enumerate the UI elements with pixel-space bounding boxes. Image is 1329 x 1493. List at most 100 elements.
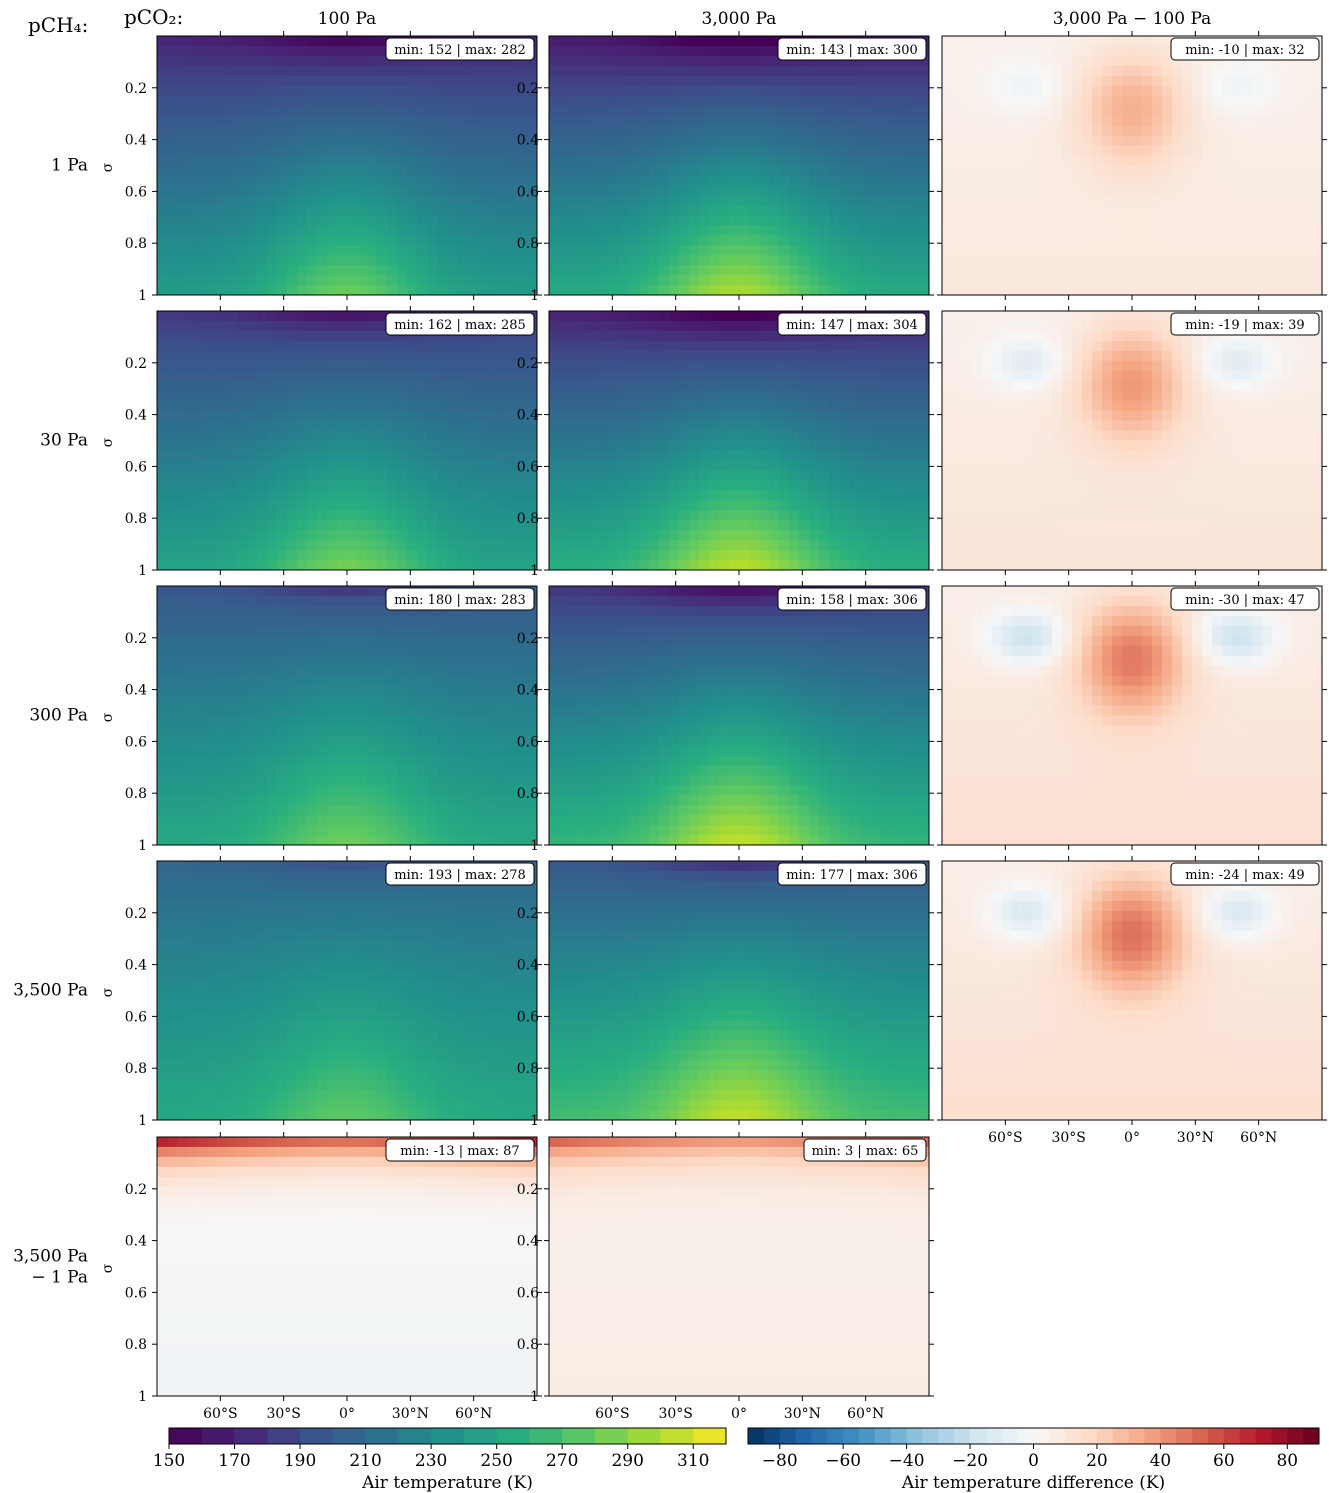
field-cell bbox=[487, 135, 498, 147]
field-cell bbox=[207, 195, 218, 206]
field-cell bbox=[527, 245, 537, 256]
field-cell bbox=[839, 195, 850, 206]
field-cell bbox=[879, 75, 890, 87]
field-cell bbox=[889, 430, 900, 442]
field-cell bbox=[177, 45, 188, 57]
field-cell bbox=[187, 380, 198, 392]
field-cell bbox=[407, 55, 418, 67]
field-cell bbox=[407, 225, 418, 236]
field-cell bbox=[287, 115, 298, 127]
field-cell bbox=[869, 430, 880, 442]
field-cell bbox=[167, 490, 178, 501]
field-cell bbox=[669, 370, 680, 382]
field-cell bbox=[237, 215, 248, 226]
field-cell bbox=[377, 135, 388, 147]
field-cell bbox=[942, 175, 953, 187]
field-cell bbox=[679, 275, 690, 286]
field-cell bbox=[849, 215, 860, 226]
field-cell bbox=[207, 380, 218, 392]
field-cell bbox=[589, 420, 600, 432]
field-cell bbox=[659, 390, 670, 402]
field-cell bbox=[659, 320, 670, 332]
field-cell bbox=[559, 245, 570, 256]
field-cell bbox=[609, 115, 620, 127]
field-cell bbox=[1072, 155, 1083, 167]
field-cell bbox=[549, 380, 560, 392]
field-cell bbox=[899, 410, 910, 422]
field-cell bbox=[609, 135, 620, 147]
field-cell bbox=[839, 410, 850, 422]
field-cell bbox=[769, 255, 780, 266]
field-cell bbox=[287, 420, 298, 432]
field-cell bbox=[367, 520, 378, 531]
field-cell bbox=[769, 95, 780, 107]
field-cell bbox=[619, 235, 630, 246]
field-cell bbox=[1012, 36, 1023, 47]
field-cell bbox=[207, 370, 218, 382]
field-cell bbox=[397, 185, 408, 196]
field-cell bbox=[1102, 165, 1113, 177]
field-cell bbox=[982, 115, 993, 127]
field-cell bbox=[739, 105, 750, 117]
field-cell bbox=[992, 75, 1003, 87]
field-cell bbox=[579, 265, 590, 276]
field-cell bbox=[1092, 265, 1103, 276]
field-cell bbox=[962, 225, 973, 236]
field-cell bbox=[629, 480, 640, 491]
field-cell bbox=[1162, 185, 1173, 196]
field-cell bbox=[497, 175, 508, 187]
field-cell bbox=[317, 380, 328, 392]
field-cell bbox=[639, 380, 650, 392]
field-cell bbox=[549, 311, 560, 322]
field-cell bbox=[257, 380, 268, 392]
field-cell bbox=[377, 490, 388, 501]
field-cell bbox=[769, 275, 780, 286]
field-cell bbox=[507, 205, 518, 216]
field-cell bbox=[669, 350, 680, 362]
field-cell bbox=[799, 55, 810, 67]
field-cell bbox=[649, 320, 660, 332]
field-cell bbox=[962, 245, 973, 256]
field-cell bbox=[1072, 165, 1083, 177]
field-cell bbox=[1262, 165, 1273, 177]
field-cell bbox=[919, 105, 929, 117]
field-cell bbox=[1142, 85, 1153, 97]
field-cell bbox=[889, 195, 900, 206]
field-cell bbox=[899, 115, 910, 127]
field-cell bbox=[367, 75, 378, 87]
field-cell bbox=[337, 470, 348, 481]
field-cell bbox=[1172, 275, 1183, 286]
field-cell bbox=[1172, 285, 1183, 295]
field-cell bbox=[307, 360, 318, 372]
field-cell bbox=[227, 490, 238, 501]
field-cell bbox=[849, 255, 860, 266]
field-cell bbox=[619, 205, 630, 216]
field-cell bbox=[549, 510, 560, 521]
field-cell bbox=[237, 330, 248, 342]
field-cell bbox=[1162, 65, 1173, 77]
field-cell bbox=[247, 550, 258, 561]
field-cell bbox=[507, 275, 518, 286]
field-cell bbox=[367, 350, 378, 362]
field-cell bbox=[477, 105, 488, 117]
field-cell bbox=[1282, 55, 1293, 67]
field-cell bbox=[589, 36, 600, 47]
field-cell bbox=[1092, 105, 1103, 117]
field-cell bbox=[367, 390, 378, 402]
field-cell bbox=[749, 320, 760, 332]
field-cell bbox=[749, 225, 760, 236]
field-cell bbox=[217, 235, 228, 246]
field-cell bbox=[569, 480, 580, 491]
field-cell bbox=[1202, 145, 1213, 157]
field-cell bbox=[729, 275, 740, 286]
field-cell bbox=[307, 340, 318, 352]
field-cell bbox=[689, 380, 700, 392]
field-cell bbox=[579, 235, 590, 246]
field-cell bbox=[267, 410, 278, 422]
field-cell bbox=[377, 560, 388, 570]
field-cell bbox=[609, 55, 620, 67]
field-cell bbox=[869, 530, 880, 541]
field-cell bbox=[619, 95, 630, 107]
field-cell bbox=[919, 235, 929, 246]
field-cell bbox=[1282, 75, 1293, 87]
